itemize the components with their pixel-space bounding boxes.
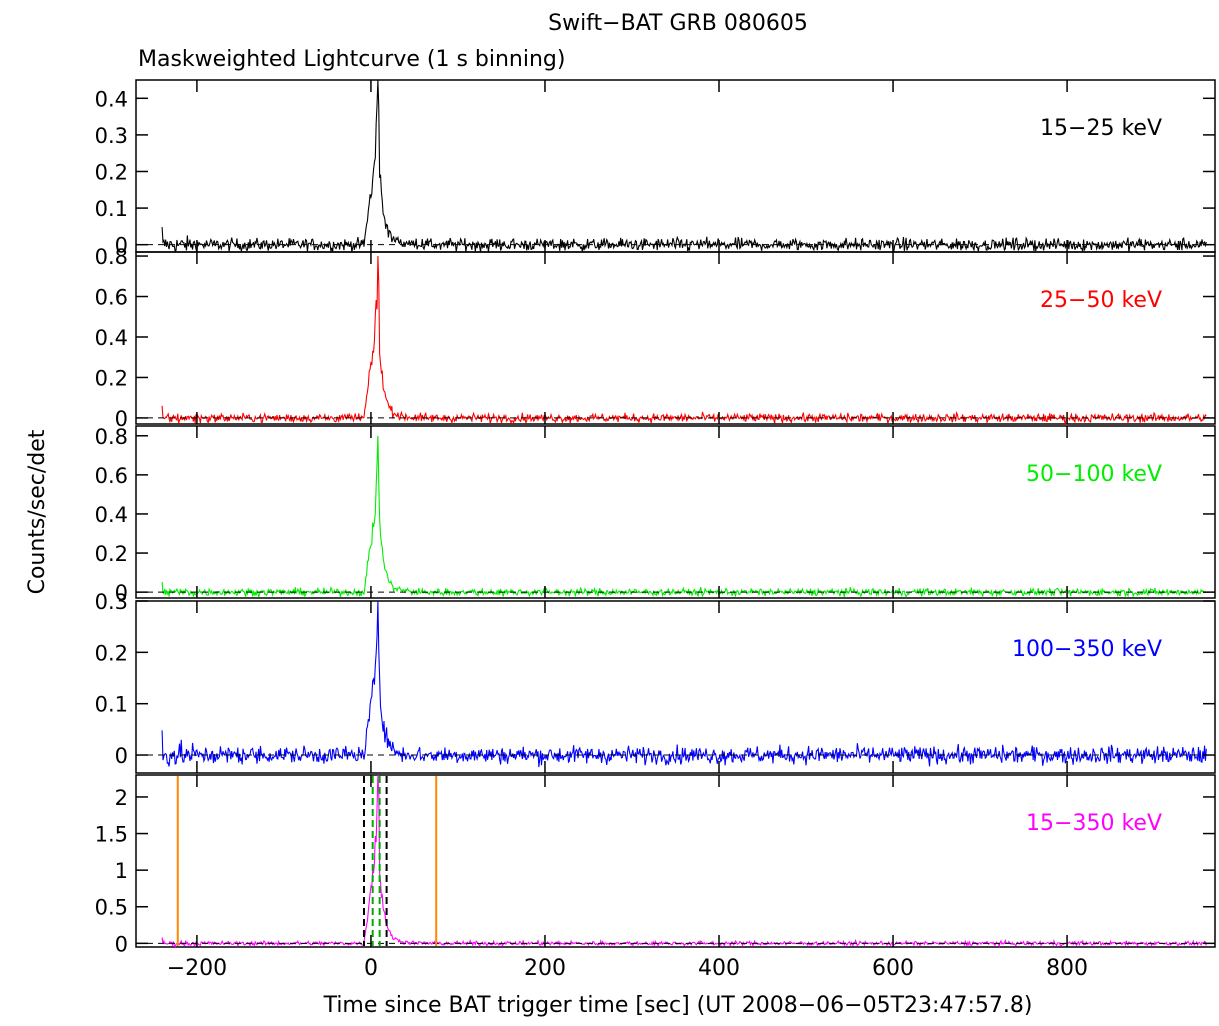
y-tick-label-2-1: 0.2 <box>95 542 128 566</box>
y-tick-label-4-3: 1.5 <box>95 823 128 847</box>
y-tick-label-1-1: 0.2 <box>95 366 128 390</box>
y-tick-label-2-0: 0 <box>115 581 128 605</box>
y-tick-label-4-1: 0.5 <box>95 896 128 920</box>
x-tick-label-1: 0 <box>364 956 378 981</box>
chart-subtitle: Maskweighted Lightcurve (1 s binning) <box>138 47 565 72</box>
x-tick-label-0: −200 <box>167 956 227 981</box>
y-tick-label-1-4: 0.8 <box>95 245 128 269</box>
y-tick-label-0-0: 0 <box>115 234 128 258</box>
y-axis-label: Counts/sec/det <box>25 429 50 594</box>
band-label-2: 50−100 keV <box>1026 462 1162 487</box>
band-label-3: 100−350 keV <box>1012 637 1162 662</box>
series-line-2 <box>161 435 1207 599</box>
x-tick-label-3: 400 <box>698 956 740 981</box>
band-label-4: 15−350 keV <box>1026 811 1162 836</box>
y-tick-label-0-1: 0.1 <box>95 197 128 221</box>
band-label-1: 25−50 keV <box>1040 288 1162 313</box>
band-label-0: 15−25 keV <box>1040 116 1162 141</box>
y-tick-label-4-0: 0 <box>115 932 128 956</box>
series-line-0 <box>161 79 1207 253</box>
series-line-3 <box>161 600 1207 768</box>
x-axis-label: Time since BAT trigger time [sec] (UT 20… <box>323 993 1033 1018</box>
chart-title: Swift−BAT GRB 080605 <box>548 11 808 36</box>
y-tick-label-3-0: 0 <box>115 744 128 768</box>
y-tick-label-3-2: 0.2 <box>95 641 128 665</box>
y-tick-label-4-4: 2 <box>115 786 128 810</box>
y-tick-label-2-4: 0.8 <box>95 425 128 449</box>
y-tick-label-3-3: 0.3 <box>95 590 128 614</box>
panel-frame-0 <box>135 79 1216 253</box>
y-tick-label-1-2: 0.4 <box>95 326 128 350</box>
y-tick-label-3-1: 0.1 <box>95 693 128 717</box>
panel-frame-3 <box>135 600 1216 774</box>
series-line-1 <box>161 256 1207 426</box>
x-tick-label-4: 600 <box>872 956 914 981</box>
y-tick-label-4-2: 1 <box>115 859 128 883</box>
panels: 0 0.1 0.2 0.3 0.4 15−25 keV 0 0.2 0.4 0.6 0.8 25−50… <box>95 79 1216 981</box>
panel-frame-2 <box>135 425 1216 599</box>
y-tick-label-0-4: 0.4 <box>95 87 128 111</box>
y-tick-label-0-2: 0.2 <box>95 160 128 184</box>
y-tick-label-1-3: 0.6 <box>95 286 128 310</box>
x-tick-label-2: 200 <box>524 956 566 981</box>
series-line-4 <box>161 774 1207 949</box>
panel-frame-1 <box>135 251 1216 425</box>
panel-frame-4 <box>135 774 1216 948</box>
x-tick-label-5: 800 <box>1046 956 1088 981</box>
y-tick-label-0-3: 0.3 <box>95 124 128 148</box>
y-tick-label-1-0: 0 <box>115 407 128 431</box>
y-tick-label-2-2: 0.4 <box>95 503 128 527</box>
y-tick-label-2-3: 0.6 <box>95 464 128 488</box>
